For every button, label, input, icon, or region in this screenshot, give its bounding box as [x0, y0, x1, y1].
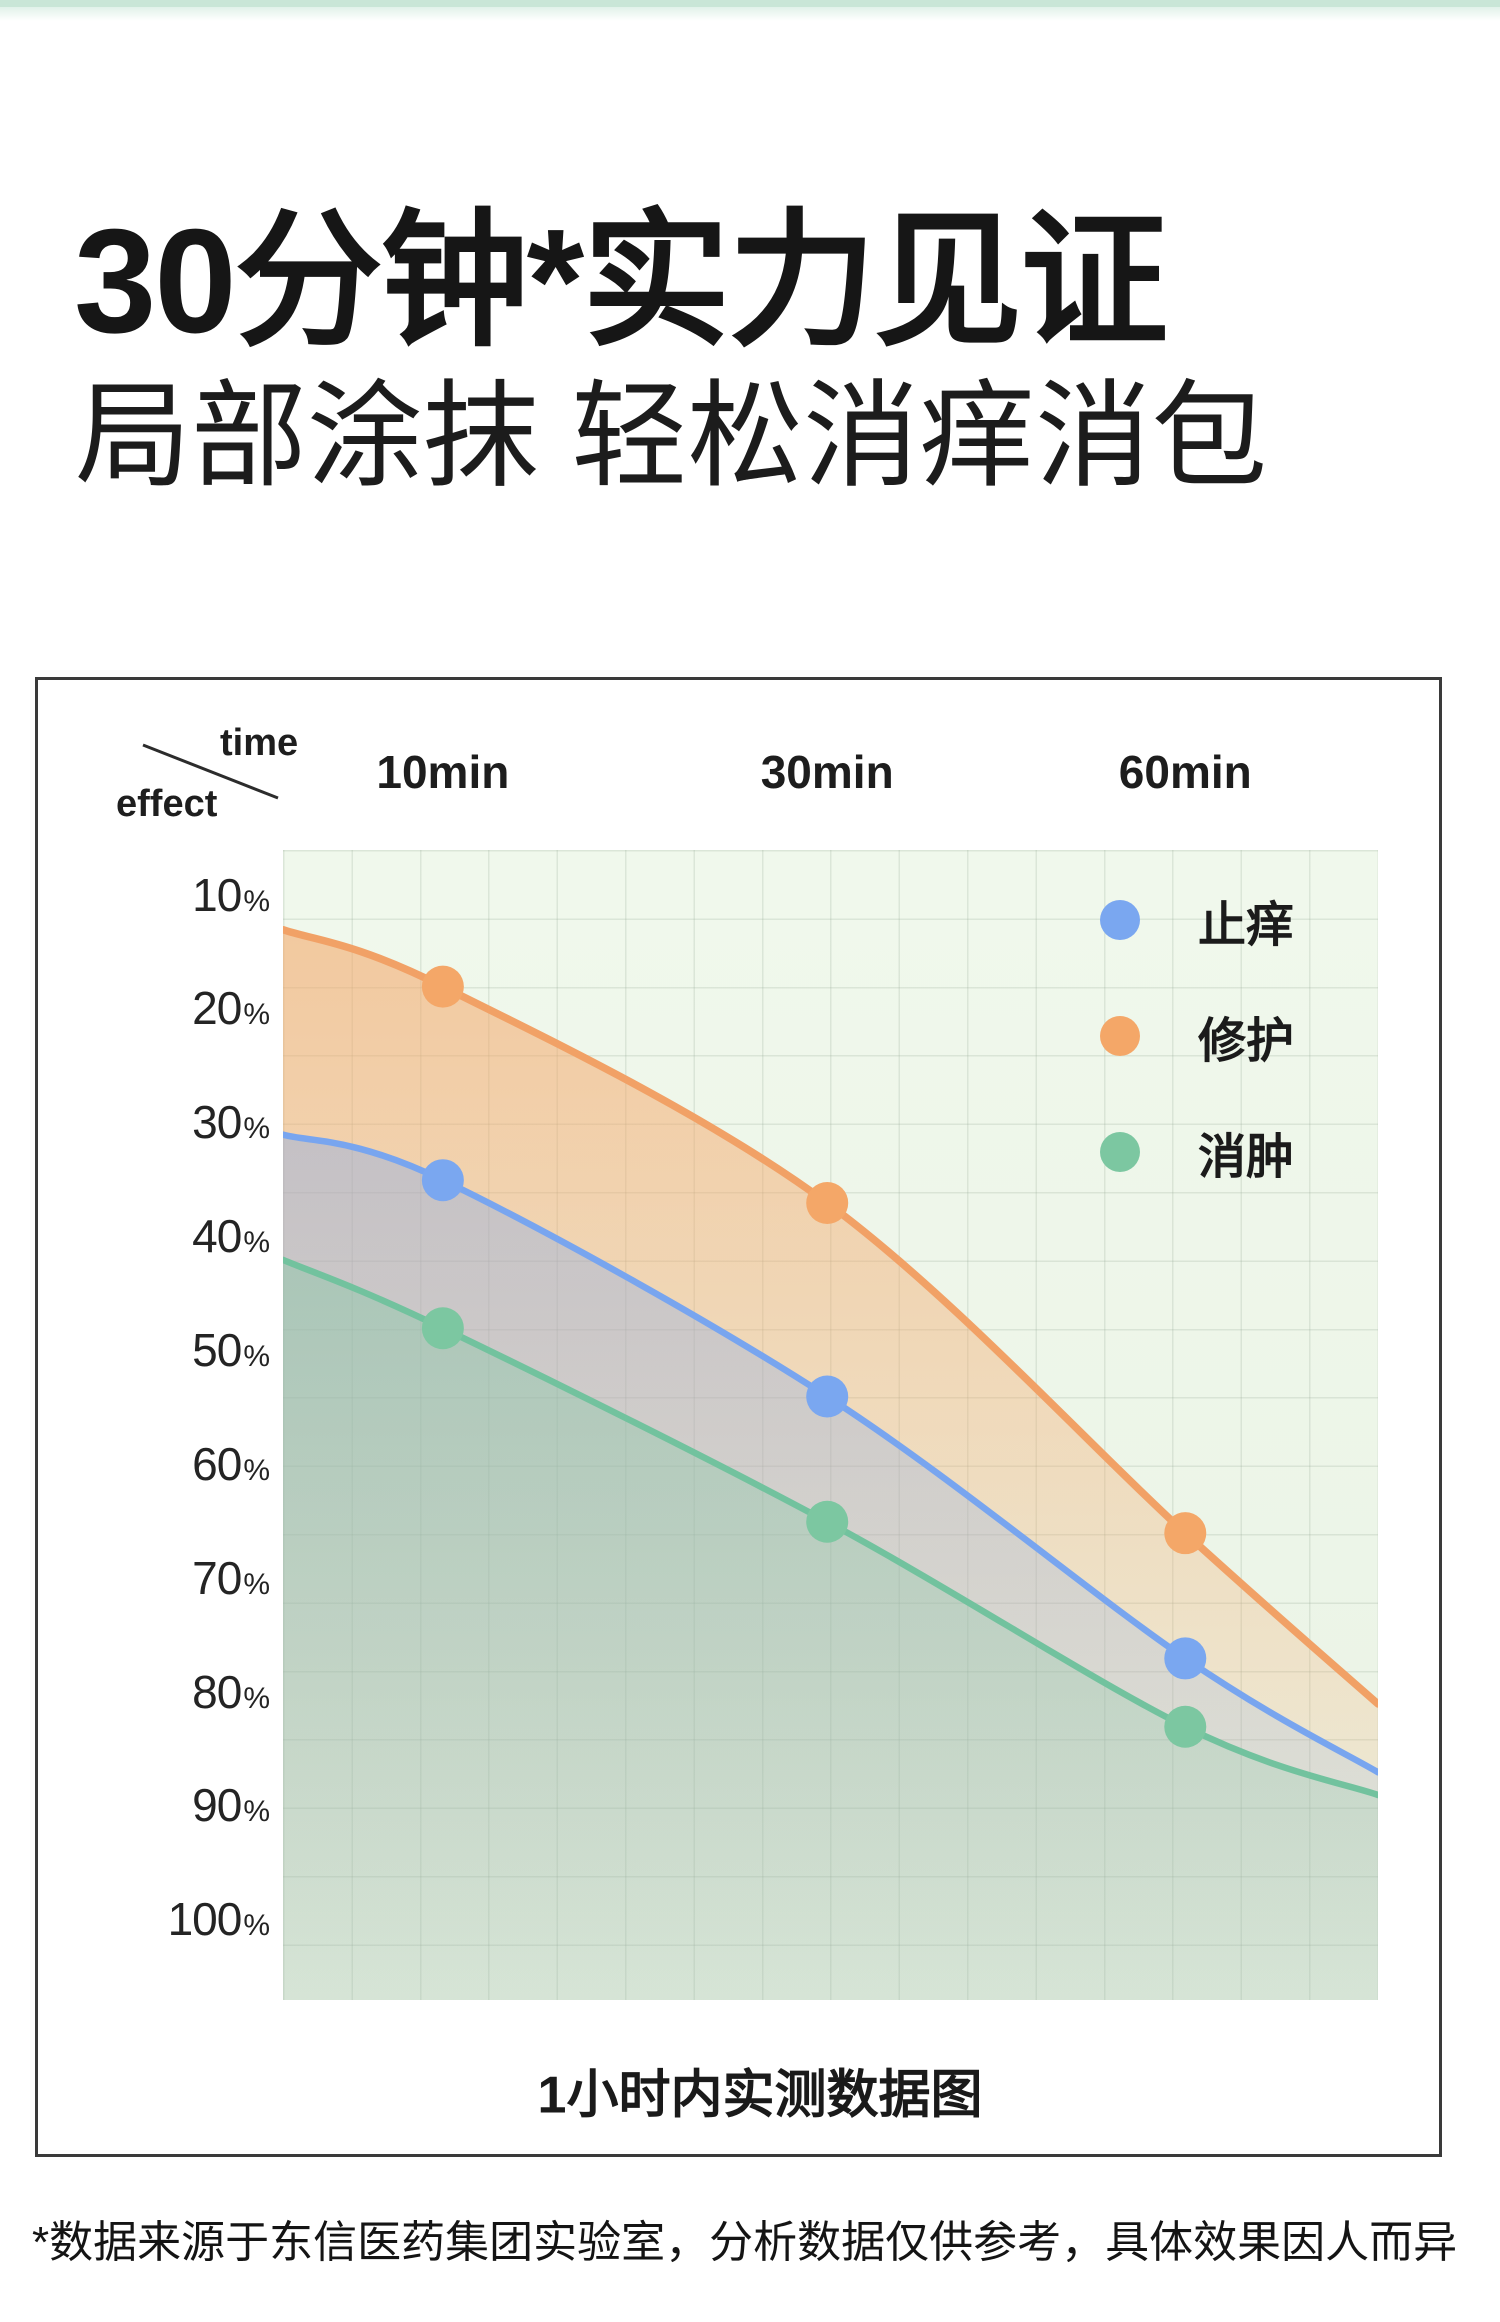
y-tick-label-10: 10%	[90, 867, 270, 921]
y-tick-unit: %	[243, 1339, 270, 1373]
page-subtitle: 局部涂抹 轻松消痒消包	[75, 371, 1268, 501]
legend-item-swelling-reduction: 消肿	[1100, 1124, 1294, 1184]
y-tick-unit: %	[243, 1795, 270, 1829]
legend-item-label: 修护	[1198, 1015, 1295, 1068]
y-tick-number: 80	[192, 1665, 242, 1718]
series-marker-repair-30min	[806, 1181, 849, 1224]
series-marker-repair-60min	[1164, 1512, 1207, 1555]
series-marker-itch-relief-10min	[421, 1159, 464, 1202]
series-marker-swelling-reduction-10min	[421, 1307, 464, 1350]
legend-dot-icon-swelling-reduction	[1100, 1132, 1140, 1172]
y-tick-label-40: 40%	[90, 1209, 270, 1263]
y-tick-unit: %	[243, 1567, 270, 1601]
y-tick-label-20: 20%	[90, 981, 270, 1035]
series-marker-swelling-reduction-60min	[1164, 1705, 1207, 1748]
legend-dot-icon-itch-relief	[1100, 900, 1140, 940]
y-tick-number: 20	[192, 982, 242, 1035]
y-axis-header-effect: effect	[116, 783, 218, 825]
y-tick-number: 50	[192, 1323, 242, 1376]
series-marker-itch-relief-30min	[806, 1375, 849, 1418]
top-accent-strip	[0, 0, 1500, 7]
chart-canvas	[283, 925, 1378, 2000]
y-tick-number: 70	[192, 1551, 242, 1604]
y-tick-number: 90	[192, 1779, 242, 1832]
chart-caption: 1小时内实测数据图	[537, 2066, 983, 2125]
y-tick-label-100: 100%	[90, 1892, 270, 1946]
y-tick-number: 100	[167, 1893, 243, 1946]
y-tick-label-60: 60%	[90, 1437, 270, 1491]
legend-item-label: 消肿	[1198, 1131, 1295, 1184]
page-title: 30分钟*实力见证	[74, 199, 1168, 364]
legend-item-repair: 修护	[1100, 1008, 1294, 1068]
chart-box: time effect 10min 30min 60min 10% 20% 30% 40%…	[35, 677, 1442, 2157]
y-tick-unit: %	[243, 1681, 270, 1715]
y-tick-label-50: 50%	[90, 1323, 270, 1377]
y-tick-unit: %	[243, 998, 270, 1032]
y-tick-number: 30	[192, 1096, 242, 1149]
series-area-swelling-reduction	[283, 1259, 1378, 2000]
y-tick-number: 10	[192, 868, 242, 921]
y-tick-number: 60	[192, 1437, 242, 1490]
column-header-10min: 10min	[376, 746, 510, 798]
series-marker-itch-relief-60min	[1164, 1637, 1207, 1680]
series-marker-swelling-reduction-30min	[806, 1500, 849, 1543]
y-tick-unit: %	[243, 1226, 270, 1260]
footnote: *数据来源于东信医药集团实验室，分析数据仅供参考，具体效果因人而异	[32, 2218, 1458, 2267]
legend-item-itch-relief: 止痒	[1100, 892, 1294, 952]
top-accent-strip-fade	[0, 7, 1500, 21]
legend-dot-icon-repair	[1100, 1016, 1140, 1056]
series-group-swelling-reduction	[283, 1256, 1378, 2000]
y-tick-unit: %	[243, 1112, 270, 1146]
y-tick-label-70: 70%	[90, 1551, 270, 1605]
y-tick-unit: %	[243, 1453, 270, 1487]
axis-corner-diagonal-icon	[142, 743, 279, 800]
column-header-60min: 60min	[1118, 746, 1252, 798]
x-axis-header-time: time	[220, 722, 299, 764]
y-tick-number: 40	[192, 1210, 242, 1263]
y-tick-unit: %	[243, 884, 270, 918]
legend-item-label: 止痒	[1198, 899, 1295, 952]
column-header-30min: 30min	[760, 746, 894, 798]
y-tick-label-30: 30%	[90, 1095, 270, 1149]
y-tick-unit: %	[243, 1909, 270, 1943]
series-marker-repair-10min	[421, 965, 464, 1008]
y-tick-label-90: 90%	[90, 1778, 270, 1832]
y-tick-label-80: 80%	[90, 1664, 270, 1718]
